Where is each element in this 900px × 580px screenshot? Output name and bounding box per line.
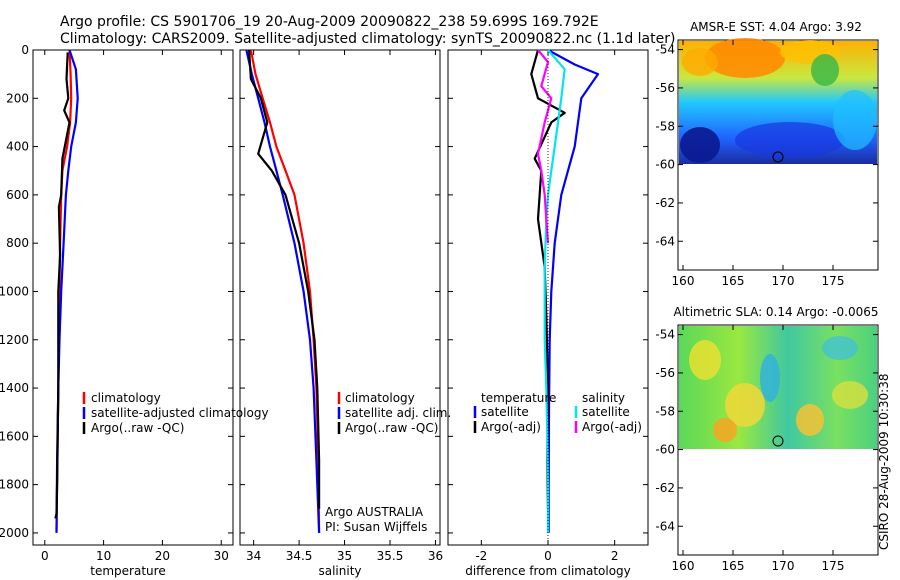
y-tick-label: 1000 [0, 284, 29, 298]
x-tick-label: 35.5 [377, 549, 404, 563]
series-line-salinity-argo-adj- [536, 49, 553, 244]
figure-title-line1: Argo profile: CS 5901706_19 20-Aug-2009 … [60, 14, 599, 30]
map-y-tick-label: -64 [655, 234, 675, 248]
map-x-tick-label: 165 [722, 559, 745, 573]
sla-orange-patch [713, 418, 737, 442]
map-y-tick-label: -60 [655, 443, 675, 457]
y-tick-label: 600 [6, 188, 29, 202]
salinity-annotation-line2: PI: Susan Wijffels [325, 520, 427, 534]
map-y-tick-label: -58 [655, 404, 675, 418]
x-tick-label: 10 [96, 549, 111, 563]
sst-cold-patch [735, 122, 845, 158]
legend-header-temperature: temperature [481, 391, 556, 405]
salinity-xlabel: salinity [318, 564, 361, 578]
sst-green-patch [811, 54, 839, 86]
sst-cold-patch [680, 127, 720, 163]
series-line-temperature-satellite [547, 49, 600, 533]
map-x-tick-label: 160 [672, 559, 695, 573]
sla-cyan-patch [822, 336, 858, 360]
map-y-tick-label: -56 [655, 81, 675, 95]
legend-header-salinity: salinity [582, 391, 625, 405]
x-tick-label: 34 [246, 549, 261, 563]
map-y-tick-label: -56 [655, 366, 675, 380]
map-y-tick-label: -64 [655, 519, 675, 533]
legend-label-climatology: climatology [91, 391, 161, 405]
salinity-legend: climatology satellite adj. clim. Argo(..… [337, 391, 451, 435]
x-tick-label: -2 [475, 549, 487, 563]
x-tick-label: 30 [214, 549, 229, 563]
x-tick-label: 2 [611, 549, 619, 563]
map-x-tick-label: 170 [772, 559, 795, 573]
temperature-xlabel: temperature [90, 564, 165, 578]
profile-lines [54, 49, 600, 533]
map-y-tick-label: -62 [655, 481, 675, 495]
map-y-tick-label: -54 [655, 43, 675, 57]
x-tick-label: 20 [155, 549, 170, 563]
map-x-tick-label: 160 [672, 274, 695, 288]
series-line-argo-raw-qc- [248, 49, 321, 509]
sla-heatmap [679, 326, 877, 449]
sst-map-title: AMSR-E SST: 4.04 Argo: 3.92 [690, 20, 862, 34]
sst-warm-blob [705, 38, 785, 78]
sst-heatmap [679, 38, 877, 164]
y-tick-label: 1400 [0, 381, 29, 395]
map-y-tick-label: -60 [655, 158, 675, 172]
x-tick-label: 34.5 [286, 549, 313, 563]
y-tick-label: 1200 [0, 333, 29, 347]
legend-label-satellite: satellite-adjusted climatology [91, 406, 269, 420]
temperature-legend: climatology satellite-adjusted climatolo… [82, 391, 269, 435]
series-line-argo-raw-qc- [54, 52, 71, 519]
map-x-tick-label: 175 [822, 274, 845, 288]
y-tick-label: 400 [6, 140, 29, 154]
y-tick-label: 0 [21, 43, 29, 57]
y-tick-label: 1600 [0, 429, 29, 443]
legend-label-sal-argo: Argo(-adj) [582, 420, 642, 434]
series-line-satellite-adj-clim- [245, 49, 321, 533]
x-tick-label: 35 [337, 549, 352, 563]
map-y-tick-label: -62 [655, 196, 675, 210]
timestamp-note: CSIRO 28-Aug-2009 10:30:38 [877, 374, 891, 550]
legend-label-temp-satellite: satellite [481, 405, 529, 419]
sla-yellow-patch [689, 340, 721, 380]
sst-cyan-patch [833, 90, 877, 150]
x-tick-label: 0 [544, 549, 552, 563]
legend-label-climatology: climatology [345, 391, 415, 405]
y-tick-label: 2000 [0, 526, 29, 540]
difference-xlabel: difference from climatology [465, 564, 631, 578]
map-x-tick-label: 165 [722, 274, 745, 288]
difference-legend: temperature salinity satellite Argo(-adj… [473, 391, 642, 434]
map-x-tick-label: 170 [772, 274, 795, 288]
salinity-annotation-line1: Argo AUSTRALIA [325, 505, 424, 519]
legend-label-argo: Argo(..raw -QC) [91, 421, 184, 435]
legend-label-argo: Argo(..raw -QC) [345, 421, 438, 435]
sst-axis-ticks: -54 -56 -58 -60 -62 -64 160 165 170 175 [655, 40, 878, 288]
sla-axis-ticks: -54 -56 -58 -60 -62 -64 160 165 170 175 [655, 325, 878, 573]
legend-label-sal-satellite: satellite [582, 405, 630, 419]
legend-label-satellite: satellite adj. clim. [345, 406, 451, 420]
sla-yellow-patch [832, 381, 868, 409]
sla-argo-marker [772, 435, 784, 447]
x-tick-label: 36 [428, 549, 443, 563]
map-y-tick-label: -58 [655, 119, 675, 133]
sla-cyan-patch [760, 354, 780, 402]
x-tick-label: 0 [41, 549, 49, 563]
legend-label-temp-argo: Argo(-adj) [481, 420, 541, 434]
y-tick-label: 800 [6, 236, 29, 250]
sst-argo-marker [772, 151, 784, 163]
sla-map-title: Altimetric SLA: 0.14 Argo: -0.0065 [673, 305, 878, 319]
figure-title-line2: Climatology: CARS2009. Satellite-adjuste… [60, 31, 675, 47]
sst-warm-blob [682, 48, 718, 76]
sla-orange-patch [796, 404, 824, 436]
y-tick-label: 200 [6, 91, 29, 105]
map-x-tick-label: 175 [822, 559, 845, 573]
sla-yellow-patch [725, 383, 765, 427]
map-y-tick-label: -54 [655, 328, 675, 342]
y-tick-label: 1800 [0, 478, 29, 492]
temperature-axes [32, 49, 234, 546]
